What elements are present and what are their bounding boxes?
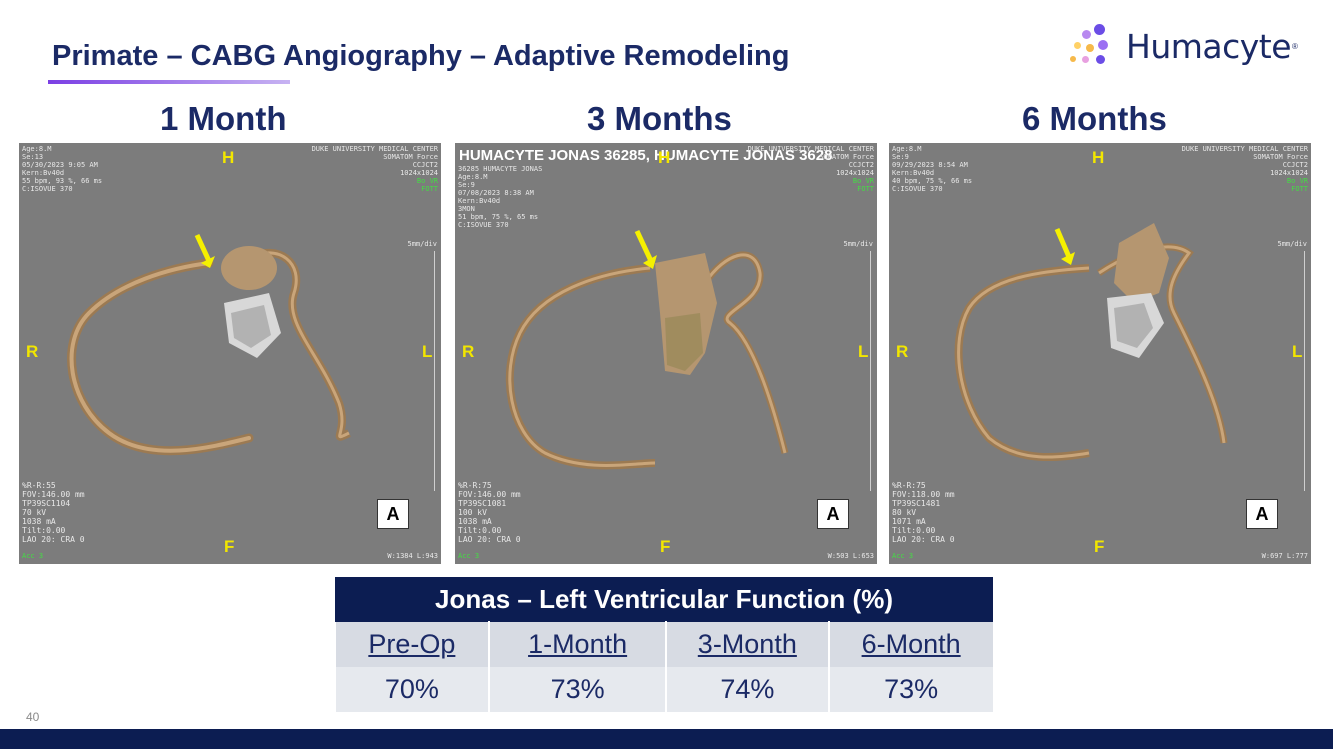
panel-label-1-month: 1 Month (160, 100, 287, 137)
overlay-bottom-left-green: Acc 3 (458, 552, 480, 560)
overlay-top-right-green: Bo VR FOTT (852, 177, 874, 193)
overlay-top-right: DUKE UNIVERSITY MEDICAL CENTER SOMATOM F… (311, 145, 438, 177)
ct-angiography-3-months: HUMACYTE JONAS 36285, HUMACYTE JONAS 362… (455, 143, 877, 564)
table-title: Jonas – Left Ventricular Function (%) (335, 577, 993, 622)
logo-dots-icon (1068, 20, 1120, 72)
orientation-top: H (1092, 148, 1105, 167)
scale-ruler (1304, 251, 1305, 491)
value-3-month: 74% (665, 666, 830, 712)
overlay-bottom-left-green: Acc 3 (892, 552, 914, 560)
overlay-top-right: DUKE UNIVERSITY MEDICAL CENTER SOMATOM F… (747, 145, 874, 177)
value-6-month: 73% (828, 666, 993, 712)
orientation-right: L (1292, 342, 1303, 361)
overlay-bottom-left-green: Acc 3 (22, 552, 44, 560)
page-number: 40 (26, 710, 40, 724)
orientation-left: R (896, 342, 909, 361)
orientation-bottom: F (1094, 537, 1105, 556)
scale-label: 5mm/div (1277, 240, 1307, 248)
title-underline (48, 80, 290, 84)
cube-label: A (1255, 503, 1269, 524)
overlay-window-level: W:503 L:653 (827, 552, 874, 560)
table-header-row: Pre-Op 1-Month 3-Month 6-Month (335, 621, 993, 667)
vessel-render-3-months (505, 229, 789, 470)
overlay-top-right-green: Bo VR FOTT (416, 177, 438, 193)
overlay-top-left: 36285 HUMACYTE JONAS Age:8.M Se:9 07/08/… (458, 165, 543, 229)
table-row: 70% 73% 74% 73% (335, 666, 993, 712)
overlay-bottom-left: %R-R:55 FOV:146.00 mm TP39SC1104 70 kV 1… (22, 481, 85, 544)
patient-banner: HUMACYTE JONAS 36285, HUMACYTE JONAS 362… (459, 147, 833, 164)
orientation-cube-icon: A (377, 499, 409, 529)
header-3-month: 3-Month (665, 621, 830, 667)
overlay-top-right: DUKE UNIVERSITY MEDICAL CENTER SOMATOM F… (1181, 145, 1308, 177)
header-1-month: 1-Month (489, 621, 667, 667)
footer-bar (0, 729, 1333, 749)
orientation-bottom: F (224, 537, 235, 556)
cube-label: A (826, 503, 840, 524)
overlay-window-level: W:1384 L:943 (387, 552, 438, 560)
orientation-cube-icon: A (817, 499, 849, 529)
overlay-window-level: W:697 L:777 (1261, 552, 1308, 560)
value-pre-op: 70% (335, 666, 491, 712)
overlay-bottom-left: %R-R:75 FOV:118.00 mm TP39SC1481 80 kV 1… (892, 481, 955, 544)
orientation-top: H (222, 148, 235, 167)
orientation-left: R (462, 342, 475, 361)
lv-function-table: Jonas – Left Ventricular Function (%) Pr… (335, 577, 993, 712)
overlay-top-right-green: Bo VR FOTT (1286, 177, 1308, 193)
orientation-left: R (26, 342, 39, 361)
logo-reg-mark: ® (1292, 41, 1298, 51)
overlay-bottom-left: %R-R:75 FOV:146.00 mm TP39SC1081 100 kV … (458, 481, 521, 544)
scale-label: 5mm/div (843, 240, 873, 248)
orientation-right: L (422, 342, 433, 361)
panel-label-6-months: 6 Months (1022, 100, 1167, 137)
panel-label-3-months: 3 Months (587, 100, 732, 137)
cube-label: A (386, 503, 400, 524)
slide-title: Primate – CABG Angiography – Adaptive Re… (52, 40, 790, 72)
humacyte-logo: Humacyte ® (1068, 20, 1298, 72)
header-pre-op: Pre-Op (335, 621, 491, 667)
vessel-render-6-months (954, 223, 1228, 462)
scale-ruler (434, 251, 435, 491)
overlay-top-left: Age:8.M Se:13 05/30/2023 9:05 AM Kern:Bv… (22, 145, 103, 193)
ct-angiography-1-month: Age:8.M Se:13 05/30/2023 9:05 AM Kern:Bv… (19, 143, 441, 564)
ct-angiography-6-months: Age:8.M Se:9 09/29/2023 8:54 AM Kern:Bv4… (889, 143, 1311, 564)
orientation-cube-icon: A (1246, 499, 1278, 529)
orientation-right: L (858, 342, 869, 361)
vessel-render-1-month (67, 233, 351, 456)
overlay-top-left: Age:8.M Se:9 09/29/2023 8:54 AM Kern:Bv4… (892, 145, 973, 193)
value-1-month: 73% (489, 666, 667, 712)
header-6-month: 6-Month (828, 621, 993, 667)
scale-ruler (870, 251, 871, 491)
logo-text: Humacyte (1126, 26, 1292, 66)
orientation-top: H (658, 148, 671, 167)
scale-label: 5mm/div (407, 240, 437, 248)
orientation-bottom: F (660, 537, 671, 556)
